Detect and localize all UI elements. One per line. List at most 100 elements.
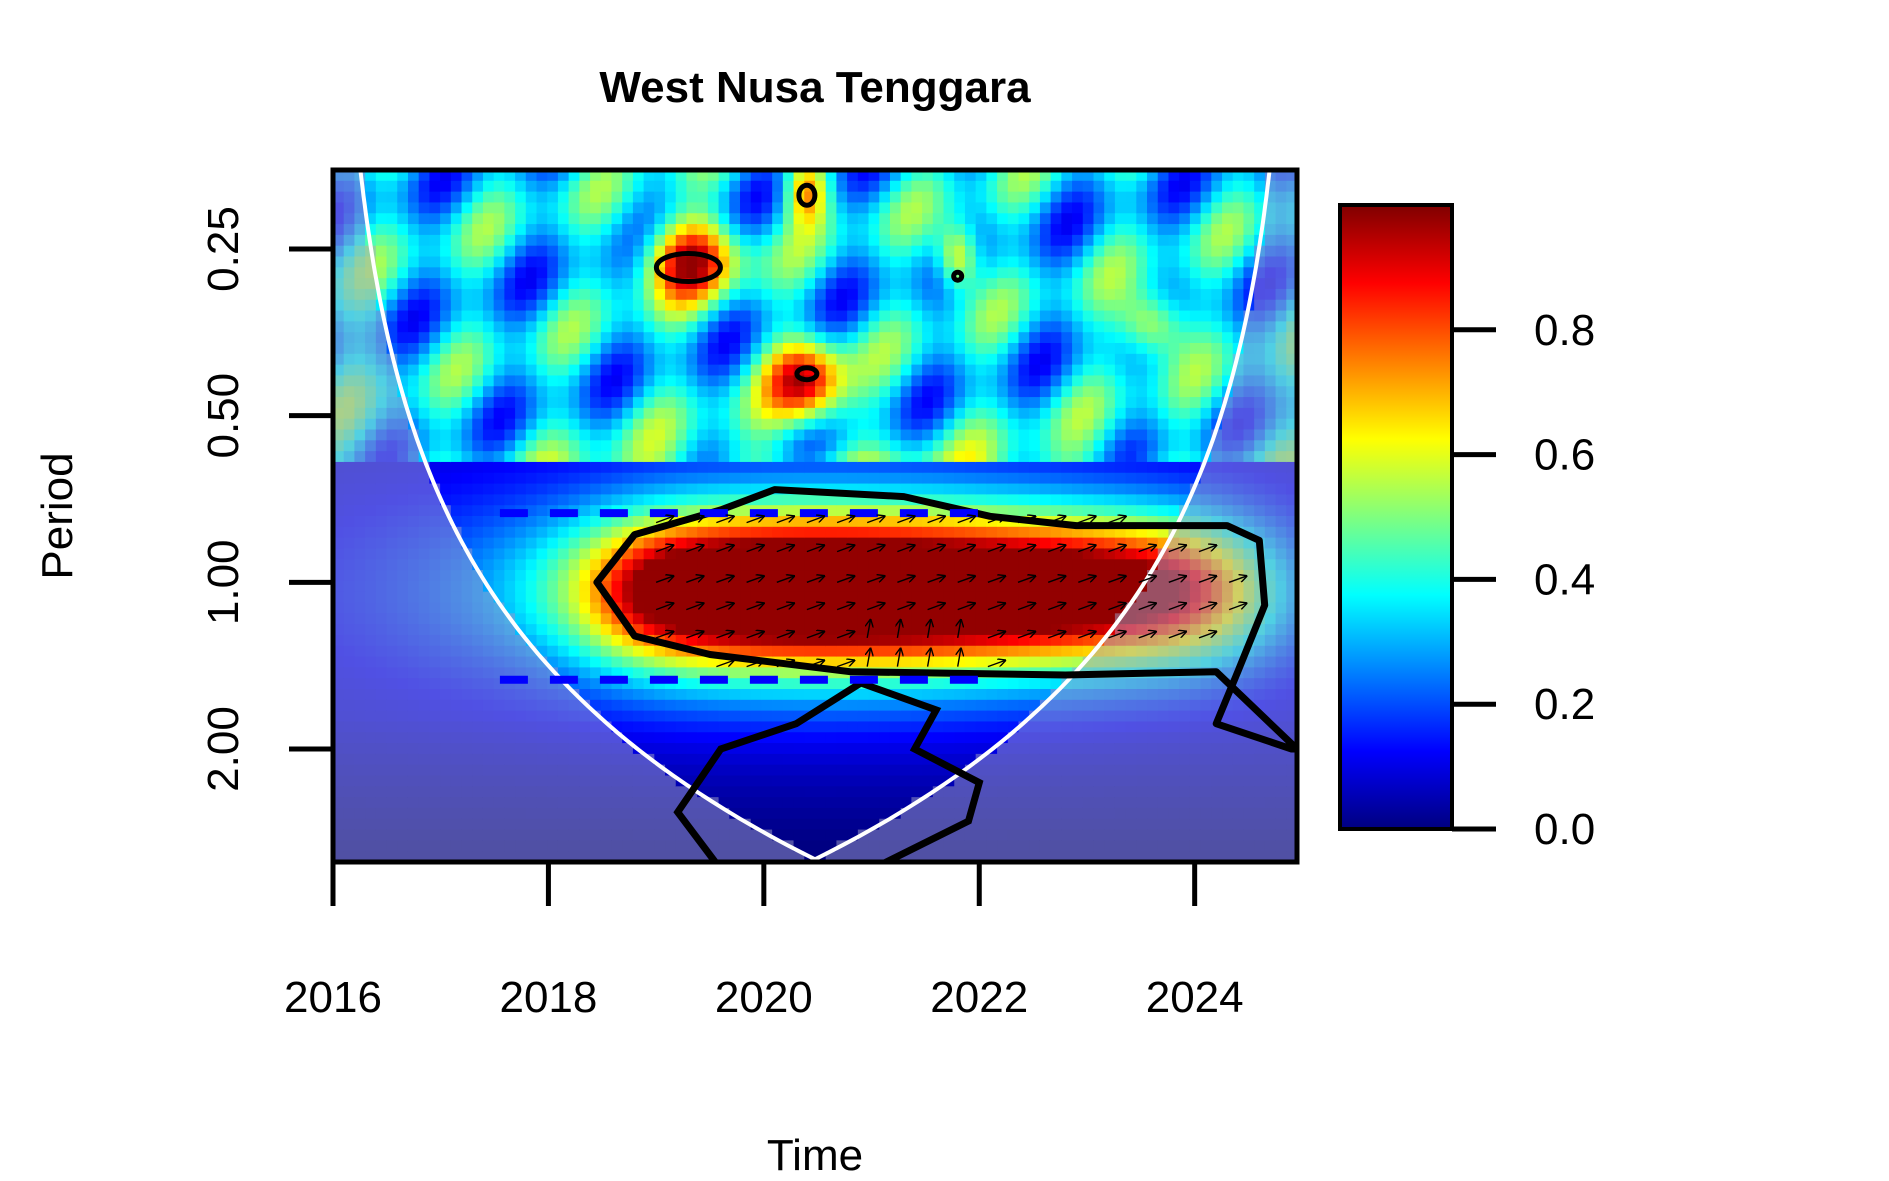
heatmap-cell [879, 170, 891, 182]
heatmap-cell [665, 721, 677, 733]
heatmap-cell [611, 753, 623, 766]
heatmap-cell [397, 678, 409, 690]
heatmap-cell [440, 375, 452, 387]
heatmap-cell [665, 840, 677, 852]
heatmap-cell [997, 797, 1009, 809]
heatmap-cell [964, 170, 977, 182]
heatmap-cell [740, 332, 752, 344]
heatmap-cell [632, 494, 645, 506]
heatmap-cell [654, 310, 666, 322]
heatmap-cell [1007, 494, 1020, 506]
heatmap-cell [472, 505, 484, 517]
heatmap-cell [825, 299, 838, 312]
heatmap-cell [354, 267, 366, 279]
heatmap-cell [986, 170, 998, 182]
heatmap-cell [407, 559, 420, 571]
heatmap-cell [879, 364, 891, 377]
heatmap-cell [343, 224, 356, 236]
heatmap-cell [750, 353, 763, 366]
heatmap-cell [536, 494, 548, 506]
heatmap-cell [354, 440, 366, 452]
heatmap-cell [333, 537, 345, 550]
heatmap-cell [354, 407, 366, 420]
heatmap-cell [1147, 461, 1159, 474]
heatmap-cell [1114, 645, 1127, 658]
heatmap-cell [900, 332, 912, 344]
heatmap-cell [333, 753, 345, 766]
heatmap-cell [675, 180, 688, 193]
heatmap-cell [686, 807, 698, 820]
heatmap-cell [611, 613, 623, 625]
heatmap-cell [740, 245, 752, 258]
heatmap-cell [1050, 548, 1062, 560]
heatmap-cell [718, 645, 730, 658]
heatmap-cell [590, 180, 602, 193]
heatmap-cell [782, 786, 795, 798]
heatmap-cell [911, 364, 923, 377]
heatmap-cell [665, 764, 677, 777]
heatmap-cell [675, 343, 688, 355]
heatmap-cell [879, 764, 891, 777]
heatmap-cell [407, 483, 420, 495]
heatmap-cell [397, 807, 409, 820]
heatmap-cell [482, 537, 495, 550]
heatmap-cell [386, 321, 398, 333]
heatmap-cell [1157, 429, 1170, 441]
heatmap-cell [815, 786, 827, 798]
heatmap-cell [922, 321, 934, 333]
heatmap-cell [879, 743, 891, 755]
heatmap-cell [429, 602, 441, 614]
heatmap-cell [429, 840, 441, 852]
heatmap-cell [868, 602, 880, 614]
heatmap-cell [1039, 591, 1052, 604]
heatmap-cell [386, 602, 398, 614]
heatmap-cell [825, 591, 838, 604]
heatmap-cell [718, 699, 730, 712]
heatmap-cell [386, 191, 398, 204]
heatmap-cell [525, 516, 538, 528]
heatmap-cell [665, 224, 677, 236]
heatmap-cell [472, 699, 484, 712]
heatmap-cell [579, 397, 591, 409]
heatmap-cell [654, 559, 666, 571]
heatmap-cell [536, 851, 548, 862]
heatmap-cell [804, 732, 816, 744]
heatmap-cell [590, 191, 602, 204]
heatmap-cell [1114, 851, 1127, 862]
heatmap-cell [772, 267, 784, 279]
heatmap-cell [600, 278, 613, 290]
heatmap-cell [675, 710, 688, 723]
heatmap-cell [600, 288, 613, 301]
heatmap-cell [932, 343, 945, 355]
heatmap-cell [579, 516, 591, 528]
heatmap-cell [418, 191, 430, 204]
heatmap-cell [493, 375, 505, 387]
heatmap-cell [365, 710, 377, 723]
heatmap-cell [772, 180, 784, 193]
heatmap-cell [793, 180, 805, 193]
heatmap-cell [386, 710, 398, 723]
heatmap-cell [868, 461, 880, 474]
heatmap-cell [333, 364, 345, 377]
heatmap-cell [472, 256, 484, 268]
heatmap-cell [761, 818, 773, 831]
heatmap-cell [697, 224, 709, 236]
heatmap-cell [911, 451, 923, 463]
heatmap-cell [954, 288, 966, 301]
heatmap-cell [772, 224, 784, 236]
heatmap-cell [557, 548, 570, 560]
heatmap-cell [1039, 461, 1052, 474]
heatmap-cell [461, 386, 473, 398]
heatmap-cell [1018, 548, 1030, 560]
heatmap-cell [515, 353, 527, 366]
heatmap-cell [847, 710, 859, 723]
heatmap-cell [804, 753, 816, 766]
heatmap-cell [504, 797, 516, 809]
heatmap-cell [922, 710, 934, 723]
heatmap-cell [1157, 624, 1170, 636]
heatmap-cell [686, 494, 698, 506]
heatmap-cell [536, 213, 548, 225]
heatmap-cell [1007, 461, 1020, 474]
heatmap-cell [911, 321, 923, 333]
heatmap-cell [1136, 656, 1148, 668]
